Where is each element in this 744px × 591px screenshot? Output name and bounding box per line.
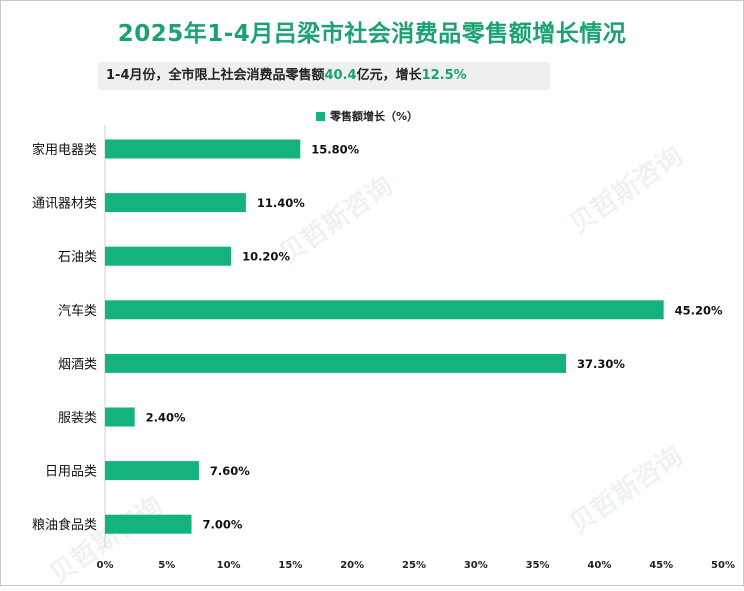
category-label: 通讯器材类 (32, 197, 97, 212)
bar (105, 514, 192, 534)
bar (105, 246, 232, 266)
data-label: 15.80% (311, 143, 359, 157)
subtitle-prefix: 1-4月份，全市限上社会消费品零售额 (106, 68, 325, 83)
data-label: 11.40% (257, 196, 305, 210)
data-label: 7.00% (203, 518, 243, 532)
category-label: 家用电器类 (32, 142, 97, 158)
bar (105, 139, 301, 159)
bar (105, 300, 664, 320)
bar (105, 193, 246, 213)
category-label: 石油类 (58, 250, 97, 265)
category-label: 日用品类 (45, 465, 97, 480)
bar (105, 353, 567, 373)
data-label: 10.20% (242, 250, 290, 264)
x-tick-label: 35% (526, 560, 550, 571)
data-label: 37.30% (577, 357, 625, 371)
x-tick-label: 10% (217, 560, 241, 571)
x-tick-label: 25% (402, 560, 426, 571)
legend-label: 零售额增长（%） (330, 110, 419, 123)
category-label: 烟酒类 (58, 357, 97, 372)
bar (105, 407, 135, 427)
x-tick-label: 15% (278, 560, 302, 571)
chart-legend: 零售额增长（%） (316, 108, 418, 124)
x-tick-label: 45% (649, 560, 673, 571)
data-label: 45.20% (675, 303, 723, 317)
chart-title: 2025年1-4月吕梁市社会消费品零售额增长情况 (117, 21, 627, 47)
category-label: 汽车类 (58, 303, 97, 319)
x-tick-label: 20% (340, 560, 364, 571)
bar (105, 461, 199, 481)
category-label: 粮油食品类 (32, 517, 97, 533)
data-label: 2.40% (146, 411, 186, 425)
x-tick-label: 50% (711, 560, 735, 571)
data-label: 7.60% (210, 464, 250, 478)
legend-swatch (316, 111, 325, 121)
x-tick-label: 40% (587, 560, 611, 571)
subtitle-amount: 40.4 (324, 68, 357, 83)
category-label: 服装类 (58, 411, 97, 426)
subtitle-mid: 亿元，增长 (356, 68, 422, 83)
chart-subtitle: 1-4月份，全市限上社会消费品零售额40.4亿元，增长12.5% (98, 62, 550, 90)
subtitle-growth: 12.5% (421, 68, 467, 83)
x-tick-label: 5% (158, 560, 175, 571)
x-tick-label: 0% (97, 560, 114, 571)
x-tick-label: 30% (464, 560, 488, 571)
